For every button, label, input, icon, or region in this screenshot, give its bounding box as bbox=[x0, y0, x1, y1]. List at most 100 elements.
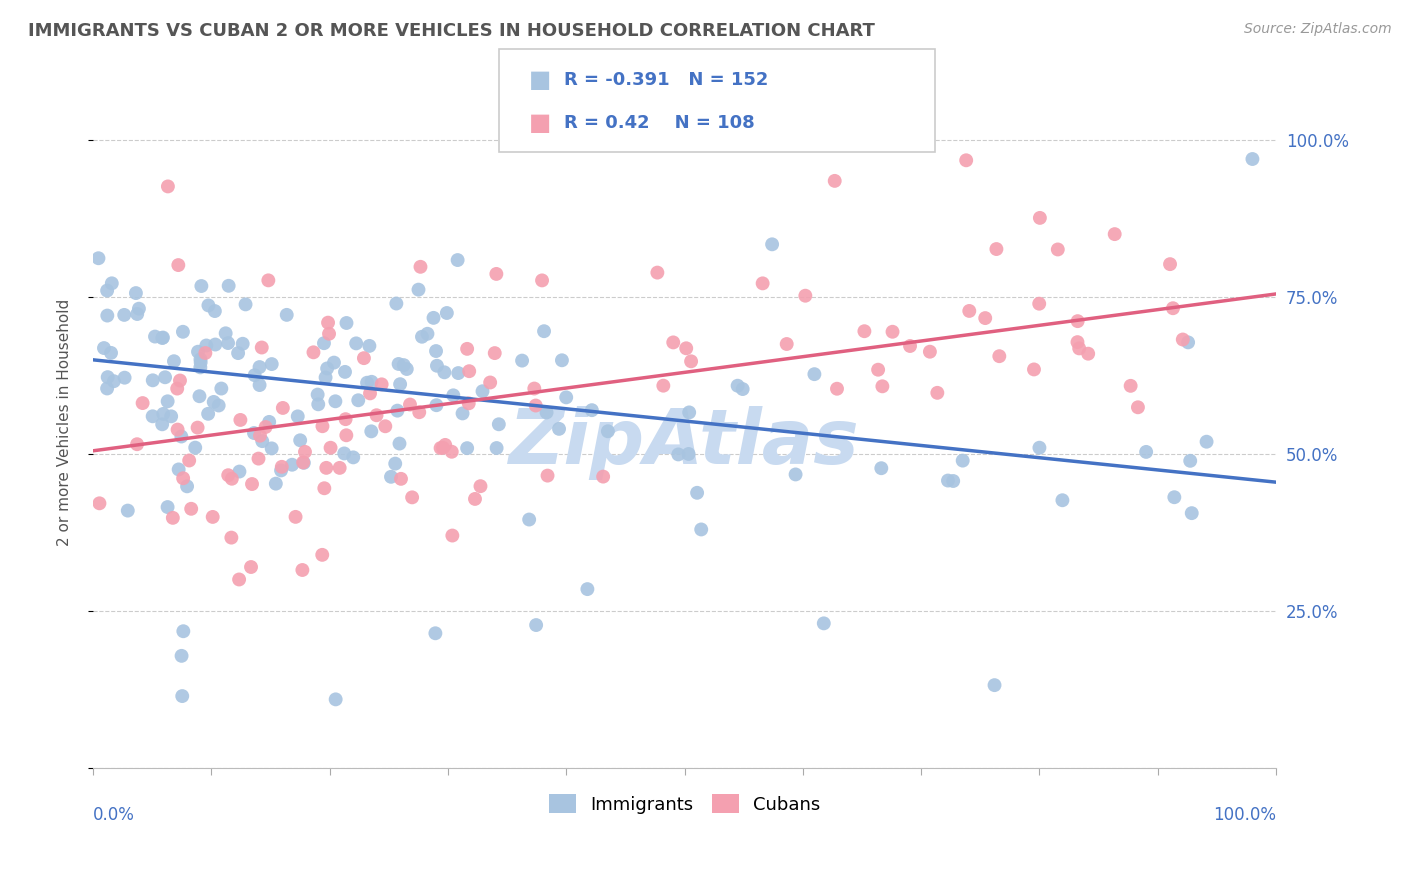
Point bbox=[794, 289, 817, 303]
Point bbox=[384, 457, 406, 471]
Point bbox=[898, 339, 921, 353]
Point bbox=[433, 365, 456, 379]
Text: ■: ■ bbox=[529, 68, 551, 92]
Point bbox=[1046, 243, 1069, 257]
Point bbox=[555, 390, 578, 404]
Point bbox=[458, 364, 481, 378]
Point bbox=[319, 441, 342, 455]
Text: R = -0.391   N = 152: R = -0.391 N = 152 bbox=[564, 70, 768, 88]
Point bbox=[955, 153, 977, 168]
Point bbox=[408, 405, 430, 419]
Point bbox=[307, 387, 329, 401]
Point bbox=[291, 563, 314, 577]
Point bbox=[957, 304, 980, 318]
Point bbox=[359, 386, 381, 401]
Point bbox=[311, 548, 333, 562]
Point bbox=[260, 357, 283, 371]
Point bbox=[1161, 301, 1184, 316]
Point bbox=[318, 326, 340, 341]
Point bbox=[281, 458, 304, 472]
Point bbox=[167, 462, 190, 476]
Point bbox=[96, 382, 118, 396]
Point bbox=[456, 441, 478, 455]
Point bbox=[179, 453, 201, 467]
Point bbox=[131, 396, 153, 410]
Point bbox=[803, 367, 825, 381]
Point bbox=[988, 349, 1011, 363]
Point bbox=[187, 420, 209, 434]
Point bbox=[1180, 454, 1202, 468]
Point bbox=[785, 467, 807, 482]
Point bbox=[93, 341, 115, 355]
Point bbox=[316, 316, 339, 330]
Point bbox=[479, 376, 502, 390]
Point bbox=[1028, 296, 1050, 310]
Point bbox=[524, 399, 547, 413]
Point bbox=[96, 284, 118, 298]
Point bbox=[356, 376, 378, 390]
Point bbox=[170, 429, 193, 443]
Point bbox=[592, 469, 614, 483]
Point bbox=[416, 326, 439, 341]
Point bbox=[531, 273, 554, 287]
Point bbox=[425, 344, 447, 359]
Point bbox=[533, 324, 555, 338]
Point bbox=[250, 341, 273, 355]
Point bbox=[180, 501, 202, 516]
Point bbox=[1135, 445, 1157, 459]
Point bbox=[125, 286, 148, 301]
Point bbox=[440, 444, 463, 458]
Point bbox=[353, 351, 375, 366]
Point bbox=[333, 365, 356, 379]
Point bbox=[172, 471, 194, 485]
Point bbox=[429, 441, 451, 455]
Point bbox=[360, 425, 382, 439]
Point bbox=[176, 479, 198, 493]
Point bbox=[294, 445, 316, 459]
Point bbox=[243, 368, 266, 383]
Text: 0.0%: 0.0% bbox=[93, 805, 135, 823]
Point bbox=[422, 310, 444, 325]
Point bbox=[311, 419, 333, 434]
Point bbox=[240, 477, 263, 491]
Point bbox=[488, 417, 510, 432]
Point bbox=[870, 461, 893, 475]
Point bbox=[229, 413, 252, 427]
Point bbox=[464, 491, 486, 506]
Point bbox=[652, 378, 675, 392]
Point bbox=[882, 325, 904, 339]
Point bbox=[551, 353, 574, 368]
Point bbox=[983, 678, 1005, 692]
Point bbox=[335, 412, 357, 426]
Point bbox=[470, 479, 492, 493]
Point bbox=[344, 336, 367, 351]
Point bbox=[401, 491, 423, 505]
Point bbox=[1241, 152, 1264, 166]
Point bbox=[221, 531, 243, 545]
Point bbox=[1126, 401, 1149, 415]
Point bbox=[387, 403, 409, 417]
Point bbox=[1119, 379, 1142, 393]
Point bbox=[647, 266, 669, 280]
Legend: Immigrants, Cubans: Immigrants, Cubans bbox=[541, 787, 828, 821]
Point bbox=[254, 420, 277, 434]
Point bbox=[114, 370, 136, 384]
Point bbox=[374, 419, 396, 434]
Point bbox=[510, 353, 533, 368]
Point bbox=[387, 357, 409, 371]
Point bbox=[188, 389, 211, 403]
Point bbox=[359, 339, 381, 353]
Point bbox=[536, 405, 558, 419]
Point bbox=[678, 405, 700, 419]
Point bbox=[194, 346, 217, 360]
Point bbox=[385, 296, 408, 310]
Point bbox=[751, 277, 773, 291]
Point bbox=[215, 326, 238, 341]
Point bbox=[103, 374, 125, 388]
Point bbox=[853, 324, 876, 338]
Point bbox=[825, 382, 848, 396]
Point bbox=[96, 309, 118, 323]
Point bbox=[264, 476, 287, 491]
Point bbox=[288, 434, 311, 448]
Point bbox=[399, 398, 422, 412]
